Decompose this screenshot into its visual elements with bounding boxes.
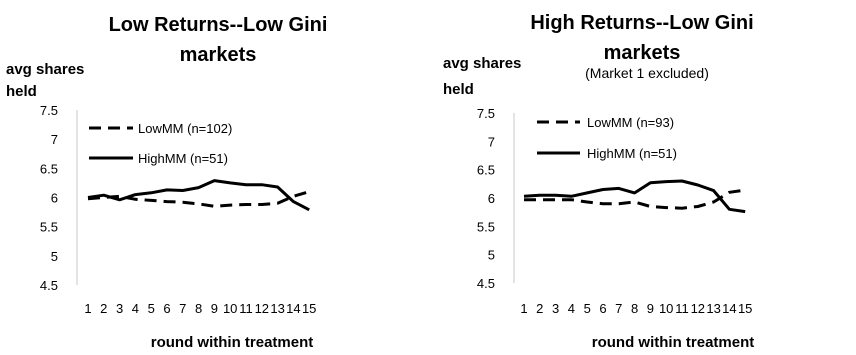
y-tick-label: 5 — [488, 248, 495, 263]
x-tick-label: 7 — [179, 301, 186, 316]
chart-high-returns: High Returns--Low Gini markets (Market 1… — [443, 12, 754, 351]
x-axis-label: round within treatment — [592, 334, 755, 351]
x-tick-label: 12 — [255, 301, 269, 316]
y-axis-label-line-1: avg shares — [6, 61, 84, 78]
y-tick-label: 4.5 — [40, 278, 58, 293]
y-tick-label: 7 — [488, 134, 495, 149]
x-tick-label: 13 — [706, 301, 720, 316]
y-tick-label: 6 — [488, 191, 495, 206]
x-tick-label: 12 — [691, 301, 705, 316]
x-tick-label: 5 — [584, 301, 591, 316]
x-tick-label: 11 — [239, 301, 253, 316]
y-tick-label: 5.5 — [40, 220, 58, 235]
chart-low-returns: Low Returns--Low Gini markets avg shares… — [6, 14, 327, 351]
y-tick-label: 7 — [51, 132, 58, 147]
series-line-1 — [523, 179, 746, 214]
x-tick-label: 15 — [738, 301, 752, 316]
y-axis-label-line-2: held — [443, 81, 474, 98]
x-tick-label: 8 — [195, 301, 202, 316]
x-tick-label: 14 — [722, 301, 736, 316]
x-tick-label: 6 — [163, 301, 170, 316]
x-tick-label: 8 — [631, 301, 638, 316]
x-tick-label: 9 — [211, 301, 218, 316]
legend-label-0: LowMM (n=93) — [587, 115, 674, 130]
x-tick-label: 13 — [270, 301, 284, 316]
x-tick-label: 1 — [84, 301, 91, 316]
plot-area: 4.555.566.577.51 2 3 4 5 6 7 8 9 10 11 12 13 14 15LowM… — [40, 103, 317, 316]
legend-label-0: LowMM (n=102) — [138, 121, 232, 136]
chart-title-line-1: Low Returns--Low Gini — [109, 14, 328, 36]
x-tick-label: 2 — [100, 301, 107, 316]
x-axis-label: round within treatment — [151, 334, 314, 351]
x-tick-label: 14 — [286, 301, 300, 316]
y-tick-label: 7.5 — [477, 106, 495, 121]
chart-title-line-1: High Returns--Low Gini — [530, 12, 753, 34]
x-tick-label: 7 — [615, 301, 622, 316]
chart-subtitle: (Market 1 excluded) — [585, 65, 709, 81]
x-tick-label: 15 — [302, 301, 316, 316]
x-tick-label: 11 — [675, 301, 689, 316]
x-tick-label: 2 — [536, 301, 543, 316]
y-tick-label: 6.5 — [40, 161, 58, 176]
x-tick-label: 1 — [520, 301, 527, 316]
x-tick-label: 3 — [116, 301, 123, 316]
series-line-1 — [87, 179, 310, 212]
y-tick-label: 4.5 — [477, 276, 495, 291]
x-tick-label: 10 — [223, 301, 237, 316]
y-tick-label: 5.5 — [477, 219, 495, 234]
x-tick-label: 6 — [599, 301, 606, 316]
plot-area: 4.555.566.577.51 2 3 4 5 6 7 8 9 10 11 12 13 14 15LowM… — [477, 106, 753, 316]
x-tick-label: 5 — [148, 301, 155, 316]
x-tick-label: 10 — [659, 301, 673, 316]
legend-label-1: HighMM (n=51) — [138, 151, 228, 166]
y-axis-label-line-1: avg shares — [443, 55, 521, 72]
y-tick-label: 6.5 — [477, 163, 495, 178]
chart-title-line-2: markets — [604, 42, 681, 64]
x-tick-label: 3 — [552, 301, 559, 316]
chart-title-line-2: markets — [180, 44, 257, 66]
x-tick-label: 4 — [568, 301, 575, 316]
y-tick-label: 6 — [51, 191, 58, 206]
y-tick-label: 5 — [51, 249, 58, 264]
y-axis-label-line-2: held — [6, 83, 37, 100]
x-tick-label: 9 — [647, 301, 654, 316]
y-tick-label: 7.5 — [40, 103, 58, 118]
legend-label-1: HighMM (n=51) — [587, 146, 677, 161]
x-tick-label: 4 — [132, 301, 139, 316]
